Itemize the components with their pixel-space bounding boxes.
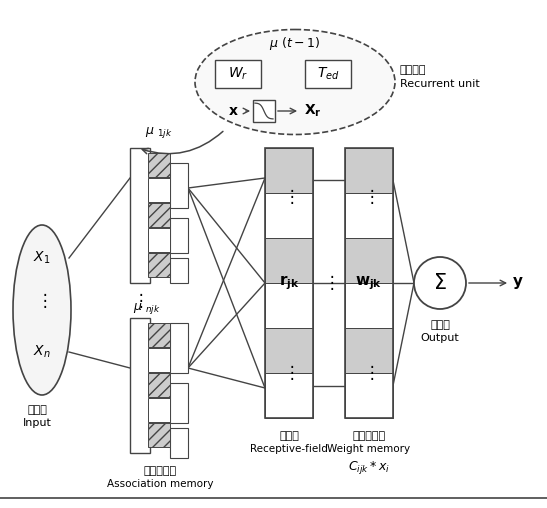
Text: $\mathbf{X_r}$: $\mathbf{X_r}$: [304, 103, 322, 119]
Text: Recurrent unit: Recurrent unit: [400, 79, 480, 89]
Text: $\mathbf{y}$: $\mathbf{y}$: [512, 275, 524, 291]
Bar: [265, 148, 313, 193]
Text: $\vdots$: $\vdots$: [363, 187, 375, 206]
Bar: [265, 148, 313, 418]
Bar: [265, 373, 313, 418]
Text: $\vdots$: $\vdots$: [283, 363, 295, 382]
Text: Receptive-field: Receptive-field: [250, 444, 328, 454]
Bar: [130, 148, 150, 283]
Bar: [265, 238, 313, 283]
Bar: [148, 373, 170, 397]
Text: $C_{ijk}*x_i$: $C_{ijk}*x_i$: [348, 460, 390, 477]
Text: 递归单元: 递归单元: [400, 65, 427, 75]
Bar: [253, 100, 275, 122]
Text: Association memory: Association memory: [107, 479, 213, 489]
Bar: [148, 178, 170, 202]
Text: $\mathbf{w_{jk}}$: $\mathbf{w_{jk}}$: [356, 274, 382, 292]
Text: $\mu\ _{njk}$: $\mu\ _{njk}$: [133, 301, 161, 315]
Bar: [170, 323, 188, 373]
Bar: [345, 328, 393, 373]
Ellipse shape: [13, 225, 71, 395]
Text: $\mathbf{r_{jk}}$: $\mathbf{r_{jk}}$: [279, 274, 299, 292]
Bar: [305, 60, 351, 88]
Text: $\vdots$: $\vdots$: [363, 363, 375, 382]
Text: 联想记忆层: 联想记忆层: [143, 466, 177, 476]
Bar: [148, 253, 170, 277]
Text: $X_n$: $X_n$: [33, 344, 51, 360]
Bar: [170, 218, 188, 253]
Bar: [148, 398, 170, 422]
Text: $\mu\ _{1jk}$: $\mu\ _{1jk}$: [145, 125, 173, 141]
Bar: [148, 323, 170, 347]
Text: $\vdots$: $\vdots$: [283, 187, 295, 206]
Text: $\vdots$: $\vdots$: [323, 273, 335, 293]
Bar: [265, 328, 313, 373]
Text: 权值记忆层: 权值记忆层: [352, 431, 386, 441]
Ellipse shape: [195, 29, 395, 135]
Bar: [345, 193, 393, 238]
Text: $W_r$: $W_r$: [228, 66, 248, 82]
Text: Weight memory: Weight memory: [328, 444, 411, 454]
Bar: [265, 193, 313, 238]
Text: Input: Input: [22, 418, 51, 428]
Text: 接收域: 接收域: [279, 431, 299, 441]
Bar: [148, 153, 170, 177]
Bar: [345, 283, 393, 328]
Bar: [265, 283, 313, 328]
Bar: [130, 318, 150, 453]
Bar: [148, 423, 170, 447]
Bar: [345, 148, 393, 193]
Bar: [170, 163, 188, 208]
Text: Output: Output: [421, 333, 459, 343]
Text: 输入层: 输入层: [27, 405, 47, 415]
Bar: [345, 238, 393, 283]
Text: $\mu\ (t-1)$: $\mu\ (t-1)$: [270, 36, 321, 52]
Text: $\vdots$: $\vdots$: [132, 291, 143, 310]
Text: 输出层: 输出层: [430, 320, 450, 330]
Bar: [345, 373, 393, 418]
Ellipse shape: [414, 257, 466, 309]
Bar: [148, 348, 170, 372]
Bar: [345, 148, 393, 418]
Text: $X_1$: $X_1$: [33, 250, 51, 266]
Text: $\mathbf{x}$: $\mathbf{x}$: [228, 104, 238, 118]
Text: $\vdots$: $\vdots$: [37, 291, 48, 309]
Text: $T_{ed}$: $T_{ed}$: [317, 66, 339, 82]
Bar: [215, 60, 261, 88]
Bar: [148, 228, 170, 252]
Bar: [170, 258, 188, 283]
Text: $\Sigma$: $\Sigma$: [433, 273, 447, 293]
Bar: [170, 428, 188, 458]
Bar: [148, 203, 170, 227]
Bar: [170, 383, 188, 423]
